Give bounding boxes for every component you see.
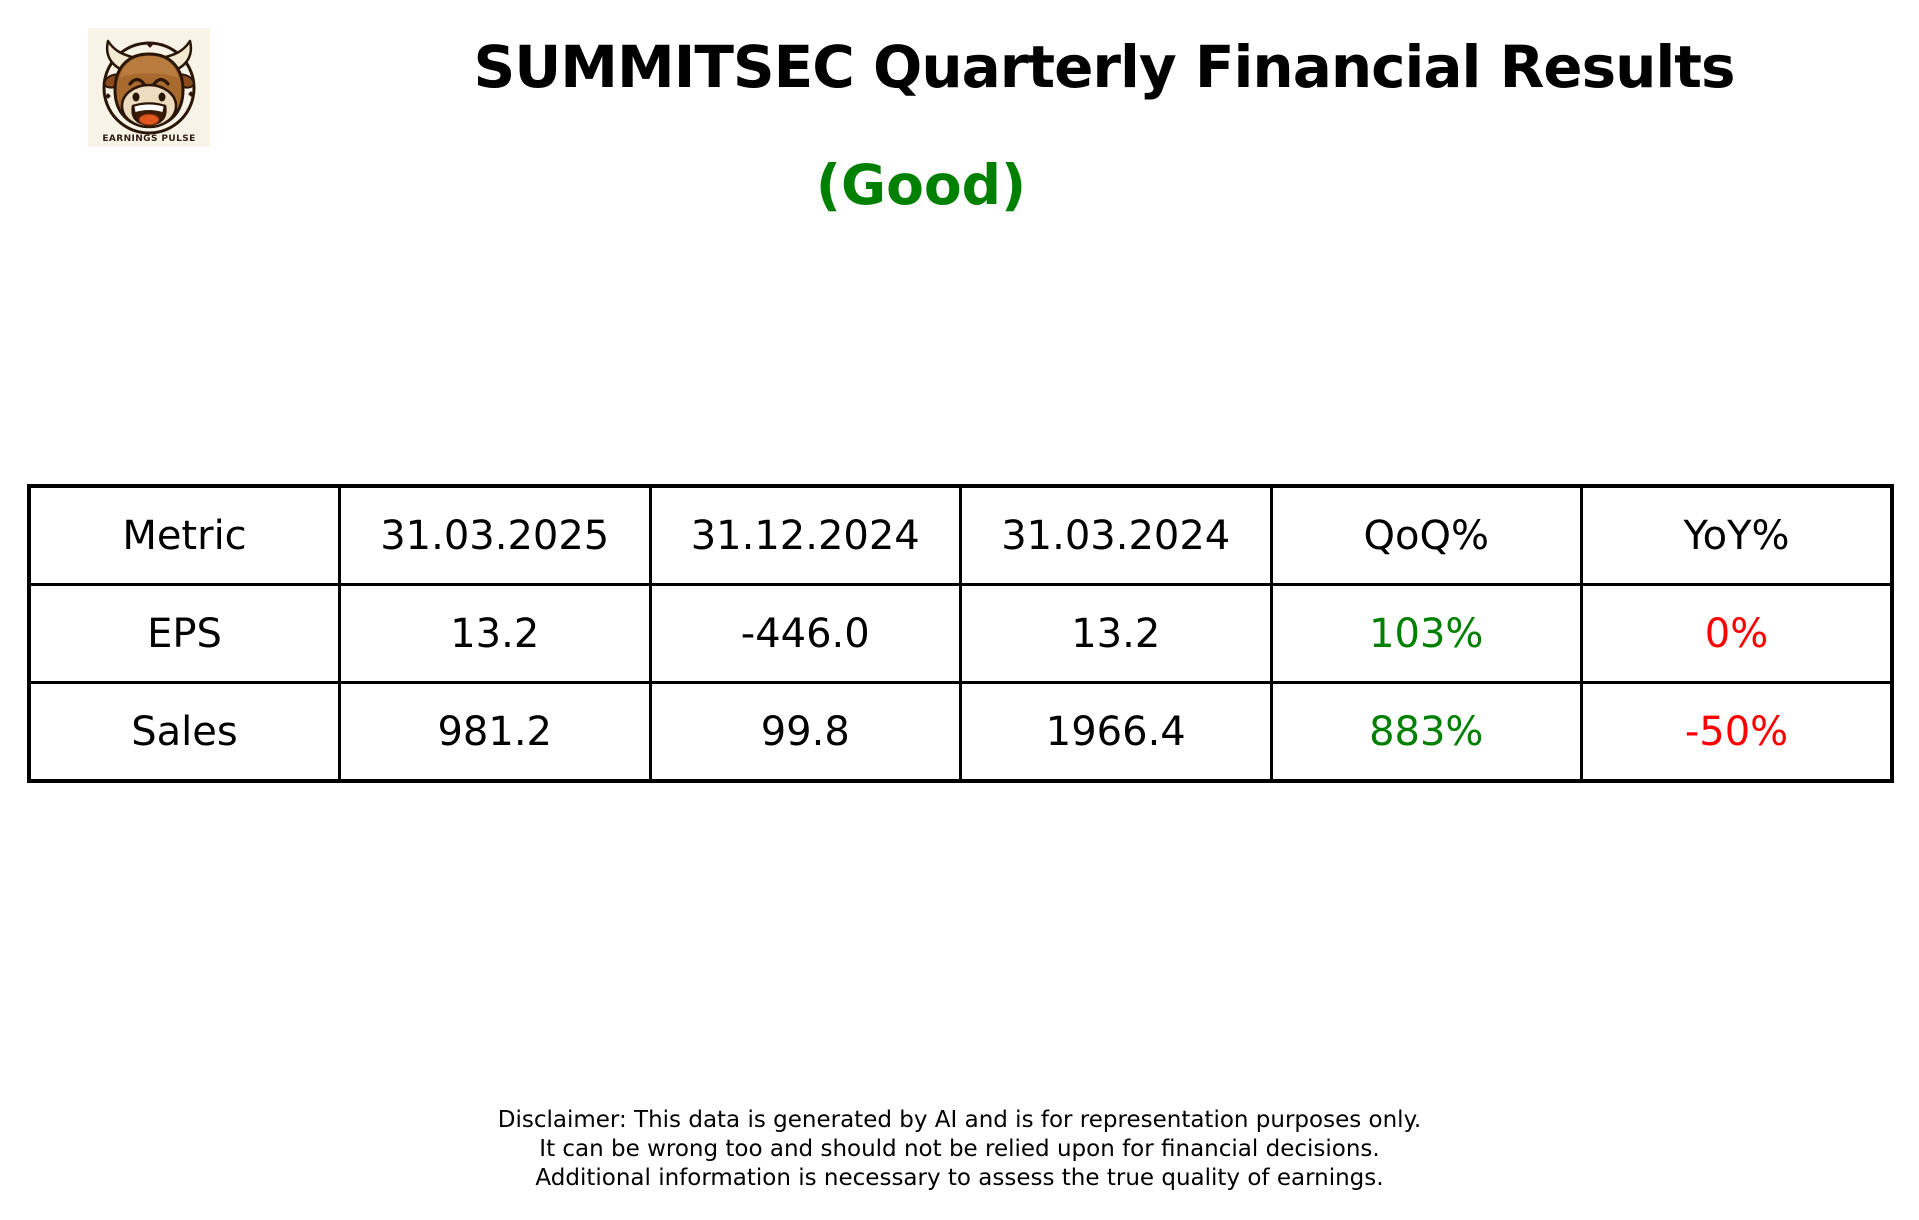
header-cell-q-yearago: 31.03.2024 bbox=[959, 484, 1273, 586]
sales-q-previous-cell: 99.8 bbox=[648, 681, 962, 783]
table-row-sales: Sales 981.2 99.8 1966.4 883% -50% bbox=[27, 681, 1894, 783]
header-cell-yoy: YoY% bbox=[1580, 484, 1894, 586]
sales-yoy-cell: -50% bbox=[1580, 681, 1894, 783]
eps-qoq-cell: 103% bbox=[1269, 583, 1583, 684]
disclaimer-line-3: Additional information is necessary to a… bbox=[535, 1165, 1384, 1191]
page-title: SUMMITSEC Quarterly Financial Results bbox=[473, 33, 1735, 101]
logo-brand-text: EARNINGS PULSE bbox=[102, 134, 195, 144]
eps-metric-cell: EPS bbox=[27, 583, 341, 684]
verdict-label: (Good) bbox=[815, 153, 1027, 217]
header-cell-qoq: QoQ% bbox=[1269, 484, 1583, 586]
eps-q-previous-cell: -446.0 bbox=[648, 583, 962, 684]
header-cell-metric: Metric bbox=[27, 484, 341, 586]
eps-q-current-cell: 13.2 bbox=[338, 583, 652, 684]
eps-yoy-cell: 0% bbox=[1580, 583, 1894, 684]
disclaimer: Disclaimer: This data is generated by AI… bbox=[0, 1106, 1919, 1193]
sales-q-yearago-cell: 1966.4 bbox=[959, 681, 1273, 783]
disclaimer-line-1: Disclaimer: This data is generated by AI… bbox=[497, 1107, 1422, 1133]
bull-logo-icon: EARNINGS PULSE bbox=[88, 28, 210, 147]
financial-results-table: Metric 31.03.2025 31.12.2024 31.03.2024 … bbox=[27, 484, 1894, 783]
sales-qoq-cell: 883% bbox=[1269, 681, 1583, 783]
sales-metric-cell: Sales bbox=[27, 681, 341, 783]
table-row-eps: EPS 13.2 -446.0 13.2 103% 0% bbox=[27, 583, 1894, 684]
sales-q-current-cell: 981.2 bbox=[338, 681, 652, 783]
disclaimer-line-2: It can be wrong too and should not be re… bbox=[539, 1136, 1380, 1162]
header-cell-q-previous: 31.12.2024 bbox=[648, 484, 962, 586]
eps-q-yearago-cell: 13.2 bbox=[959, 583, 1273, 684]
table-header-row: Metric 31.03.2025 31.12.2024 31.03.2024 … bbox=[27, 484, 1894, 586]
header-cell-q-current: 31.03.2025 bbox=[338, 484, 652, 586]
earnings-pulse-logo: EARNINGS PULSE bbox=[88, 28, 210, 147]
